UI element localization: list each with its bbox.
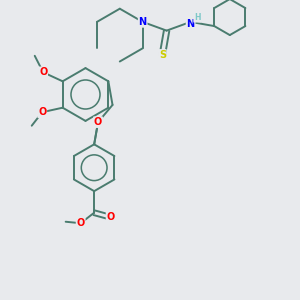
Text: O: O	[39, 67, 47, 77]
Text: N: N	[187, 19, 195, 29]
Text: H: H	[194, 13, 200, 22]
Text: S: S	[159, 50, 166, 60]
Text: N: N	[139, 17, 147, 27]
Text: O: O	[94, 117, 102, 127]
Text: O: O	[38, 107, 46, 117]
Text: O: O	[76, 218, 85, 228]
Text: O: O	[106, 212, 115, 222]
